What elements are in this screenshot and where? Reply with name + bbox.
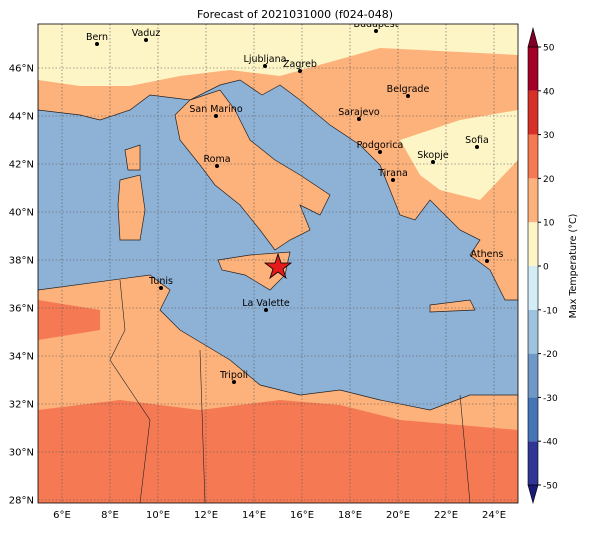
colorbar-under	[527, 484, 539, 505]
hot-zone	[38, 300, 100, 340]
colorbar-tick-label: 50	[543, 44, 555, 54]
city-dot	[475, 145, 479, 149]
sardinia	[117, 174, 146, 241]
city-dot	[264, 308, 268, 312]
city-label: Zagreb	[283, 59, 317, 70]
colorbar-tick-label: 30	[543, 131, 555, 141]
city-label: Roma	[203, 154, 230, 165]
y-tick-label: 44°N	[9, 112, 34, 123]
y-tick-label: 36°N	[9, 304, 34, 315]
y-tick-label: 46°N	[9, 64, 34, 75]
city-dot	[378, 150, 382, 154]
colorbar-bin	[528, 309, 538, 354]
colorbar-tick-label: -10	[543, 306, 558, 316]
x-tick-label: 20°E	[386, 510, 410, 521]
city-dot	[232, 380, 236, 384]
city-label: Podgorica	[357, 140, 404, 151]
city-label: Sarajevo	[338, 107, 380, 118]
x-tick-label: 18°E	[338, 510, 362, 521]
city-dot	[215, 164, 219, 168]
colorbar-tick-label: -20	[543, 350, 558, 360]
city-label: Bern	[86, 32, 108, 43]
city-label: Belgrade	[387, 84, 430, 95]
city-label: Tripoli	[219, 370, 248, 381]
city-label: La Valette	[242, 298, 290, 309]
colorbar-label: Max Temperature (°C)	[568, 214, 579, 319]
colorbar-tick-label: -40	[543, 438, 558, 448]
sicily	[217, 251, 291, 291]
city-label: Sofia	[465, 135, 489, 146]
city-dot	[95, 42, 99, 46]
map-title: Forecast of 2021031000 (f024-048)	[197, 8, 393, 21]
colorbar-tick-label: 10	[543, 219, 555, 229]
colorbar-tick-label: -30	[543, 394, 558, 404]
colorbar-bin	[528, 266, 538, 310]
city-label: Tirana	[377, 168, 408, 179]
colorbar-tick-label: 40	[543, 87, 555, 97]
colorbar-tick-label: 20	[543, 175, 555, 185]
colorbar-bin	[528, 397, 538, 442]
city-dot	[485, 259, 489, 263]
y-tick-label: 32°N	[9, 400, 34, 411]
y-tick-label: 42°N	[9, 160, 34, 171]
city-dot	[431, 160, 435, 164]
city-dot	[391, 178, 395, 182]
x-tick-label: 10°E	[146, 510, 170, 521]
map-frame	[37, 23, 519, 504]
city-label: Tunis	[148, 276, 173, 287]
city-label: San Marino	[189, 104, 242, 115]
colorbar-tick-label: 0	[543, 263, 549, 273]
crete	[429, 299, 476, 313]
colorbar-tick-label: -50	[543, 482, 558, 492]
city-dot	[357, 117, 361, 121]
city-label: Skopje	[417, 150, 449, 161]
colorbar-bin	[528, 134, 538, 179]
city-dot	[263, 64, 267, 68]
city-dot	[144, 38, 148, 42]
x-tick-label: 6°E	[53, 510, 71, 521]
colorbar-over	[527, 26, 539, 48]
x-tick-label: 12°E	[194, 510, 218, 521]
x-tick-label: 14°E	[242, 510, 266, 521]
colorbar-bin	[528, 222, 538, 266]
city-dot	[406, 94, 410, 98]
y-tick-label: 40°N	[9, 208, 34, 219]
city-dot	[374, 29, 378, 33]
colorbar-bin	[528, 441, 538, 485]
colorbar-bin	[528, 178, 538, 223]
balkan-band	[400, 110, 518, 200]
city-dot	[159, 286, 163, 290]
location-star	[263, 252, 293, 280]
italy	[174, 89, 331, 251]
x-tick-label: 22°E	[434, 510, 458, 521]
europe-land	[38, 24, 518, 301]
y-tick-label: 28°N	[9, 496, 34, 507]
y-tick-label: 30°N	[9, 448, 34, 459]
x-tick-label: 24°E	[482, 510, 506, 521]
city-label: Budapest	[354, 19, 399, 30]
y-tick-label: 38°N	[9, 256, 34, 267]
colorbar-bin	[528, 353, 538, 398]
hot-zone	[38, 400, 518, 503]
y-tick-label: 34°N	[9, 352, 34, 363]
colorbar-bin	[528, 90, 538, 135]
city-dot	[298, 69, 302, 73]
city-dot	[214, 114, 218, 118]
x-tick-label: 16°E	[290, 510, 314, 521]
city-label: Ljubljana	[244, 54, 287, 65]
colorbar-bin	[528, 47, 538, 91]
x-tick-label: 8°E	[101, 510, 119, 521]
city-label: Athens	[471, 249, 504, 260]
city-label: Vaduz	[132, 28, 161, 39]
